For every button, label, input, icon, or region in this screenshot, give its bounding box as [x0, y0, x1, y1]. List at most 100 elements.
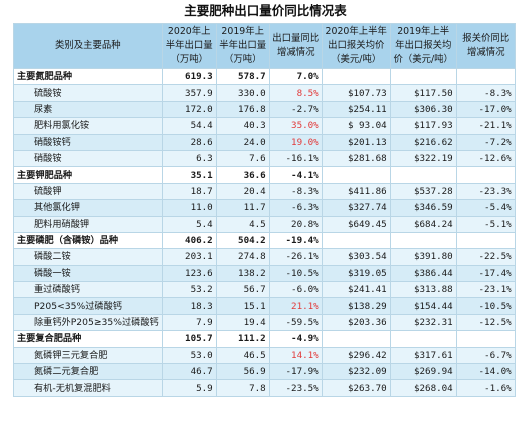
cell-price-2020: $327.74 — [321, 199, 391, 217]
cell-qty-change: -26.1% — [268, 248, 323, 266]
cell-qty-2019: 46.5 — [215, 346, 270, 365]
cell-name: 其他氯化钾 — [13, 199, 163, 217]
cell-qty-change: 14.1% — [268, 346, 323, 365]
cell-price-2020: $241.41 — [321, 281, 391, 299]
cell-name: 磷酸一铵 — [13, 264, 163, 283]
cell-name: 有机-无机复混肥料 — [13, 379, 163, 397]
cell-qty-change: -23.5% — [268, 379, 323, 397]
category-row: 主要钾肥品种 35.1 36.6 -4.1% — [13, 166, 516, 184]
cell-qty-2020: 28.6 — [161, 133, 217, 151]
cell-price-change: -12.5% — [455, 313, 516, 332]
table-row: P205<35%过磷酸钙 18.3 15.1 21.1% $138.29 $154.44-… — [13, 297, 516, 315]
category-row: 主要复合肥品种 105.7 111.2 -4.9% — [13, 330, 516, 348]
cell-qty-2019: 274.8 — [215, 248, 270, 266]
cell-name: 磷酸二铵 — [13, 248, 163, 266]
cell-qty-2019: 111.2 — [215, 330, 270, 348]
cell-name: 主要磷肥（含磷铵）品种 — [13, 231, 163, 250]
cell-price-2020: $281.68 — [321, 149, 391, 168]
cell-price-2019 — [389, 231, 457, 250]
cell-qty-2020: 172.0 — [161, 100, 217, 119]
table-row: 肥料用氯化铵 54.4 40.3 35.0% $ 93.04 $117.93 -21.1% — [13, 117, 516, 135]
table-row: 磷酸二铵 203.1 274.8 -26.1% $303.54 $391.80 -22.5% — [13, 248, 516, 266]
cell-name: 硫酸钾 — [13, 182, 163, 201]
table-row: 肥料用硝酸钾 5.4 4.5 20.8% $649.45 $684.24 -5.1% — [13, 215, 516, 233]
header-price-2020: 2020年上半年出口报关均价（美元/吨） — [321, 23, 391, 69]
cell-qty-2019: 19.4 — [215, 313, 270, 332]
cell-price-change: -22.5% — [455, 248, 516, 266]
table-row: 硝酸铵 6.3 7.6 -16.1% $281.68 $322.19 -12.6% — [13, 149, 516, 168]
cell-qty-2020: 123.6 — [161, 264, 217, 283]
cell-price-2020: $203.36 — [321, 313, 391, 332]
cell-qty-change: 35.0% — [268, 117, 323, 135]
cell-qty-2019: 40.3 — [215, 117, 270, 135]
table-row: 重过磷酸钙 53.2 56.7 -6.0% $241.41 $313.88 -23.1% — [13, 281, 516, 299]
cell-price-2020: $411.86 — [321, 182, 391, 201]
table-row: 磷酸一铵 123.6 138.2 -10.5% $319.05 $386.44 -17.4% — [13, 264, 516, 283]
cell-qty-change: -17.9% — [268, 363, 323, 381]
cell-qty-2019: 4.5 — [215, 215, 270, 233]
cell-price-change: -17.0% — [455, 100, 516, 119]
cell-price-2020: $303.54 — [321, 248, 391, 266]
cell-price-change: -8.3% — [455, 84, 516, 102]
cell-qty-change: -4.1% — [268, 166, 323, 184]
cell-price-change: -12.6% — [455, 149, 516, 168]
cell-price-2020: $232.09 — [321, 363, 391, 381]
cell-name: 氮磷钾三元复合肥 — [13, 346, 163, 365]
category-row: 主要氮肥品种 619.3 578.7 7.0% — [13, 67, 516, 86]
cell-price-change: -10.5% — [455, 297, 516, 315]
cell-price-2020: $649.45 — [321, 215, 391, 233]
cell-qty-change: -6.0% — [268, 281, 323, 299]
cell-qty-2020: 18.7 — [161, 182, 217, 201]
cell-price-2020: $263.70 — [321, 379, 391, 397]
cell-qty-2020: 35.1 — [161, 166, 217, 184]
cell-price-2019 — [389, 166, 457, 184]
cell-price-change: -14.0% — [455, 363, 516, 381]
cell-price-change: -23.3% — [455, 182, 516, 201]
cell-name: 重过磷酸钙 — [13, 281, 163, 299]
cell-qty-2020: 46.7 — [161, 363, 217, 381]
cell-price-2019: $346.59 — [389, 199, 457, 217]
cell-price-2019: $386.44 — [389, 264, 457, 283]
cell-qty-change: -6.3% — [268, 199, 323, 217]
cell-price-2019: $317.61 — [389, 346, 457, 365]
cell-qty-2020: 18.3 — [161, 297, 217, 315]
cell-qty-change: -8.3% — [268, 182, 323, 201]
cell-price-2019: $306.30 — [389, 100, 457, 119]
header-qty-change: 出口量同比增减情况 — [268, 23, 323, 69]
cell-price-2020: $319.05 — [321, 264, 391, 283]
cell-name: 硫酸铵 — [13, 84, 163, 102]
cell-price-2020 — [321, 231, 391, 250]
table-row: 硝酸铵钙 28.6 24.0 19.0% $201.13 $216.62 -7.2% — [13, 133, 516, 151]
cell-price-2019: $537.28 — [389, 182, 457, 201]
cell-qty-2020: 6.3 — [161, 149, 217, 168]
fertilizer-export-table: 类别及主要品种 2020年上半年出口量（万吨） 2019年上半年出口量（万吨） … — [13, 23, 516, 397]
category-row: 主要磷肥（含磷铵）品种 406.2 504.2 -19.4% — [13, 231, 516, 250]
cell-qty-change: -19.4% — [268, 231, 323, 250]
cell-qty-2019: 504.2 — [215, 231, 270, 250]
cell-price-change: -1.6% — [455, 379, 516, 397]
cell-price-2019: $154.44 — [389, 297, 457, 315]
cell-name: 主要钾肥品种 — [13, 166, 163, 184]
cell-qty-2019: 11.7 — [215, 199, 270, 217]
cell-price-2019: $117.93 — [389, 117, 457, 135]
cell-price-2020 — [321, 67, 391, 86]
table-row: 除重钙外P205≥35%过磷酸钙 7.9 19.4 -59.5% $203.36 $232… — [13, 313, 516, 332]
cell-name: 肥料用硝酸钾 — [13, 215, 163, 233]
cell-price-change: -17.4% — [455, 264, 516, 283]
cell-qty-change: 7.0% — [268, 67, 323, 86]
cell-price-2019: $269.94 — [389, 363, 457, 381]
table-row: 硫酸铵 357.9 330.0 8.5% $107.73 $117.50 -8.3% — [13, 84, 516, 102]
cell-qty-change: -4.9% — [268, 330, 323, 348]
cell-qty-2019: 36.6 — [215, 166, 270, 184]
cell-price-2019: $232.31 — [389, 313, 457, 332]
cell-price-2019: $313.88 — [389, 281, 457, 299]
cell-qty-2020: 105.7 — [161, 330, 217, 348]
cell-price-2019: $322.19 — [389, 149, 457, 168]
cell-price-2020: $138.29 — [321, 297, 391, 315]
cell-qty-2019: 578.7 — [215, 67, 270, 86]
cell-qty-2020: 619.3 — [161, 67, 217, 86]
cell-qty-change: 20.8% — [268, 215, 323, 233]
cell-qty-change: -59.5% — [268, 313, 323, 332]
cell-price-2020: $296.42 — [321, 346, 391, 365]
cell-name: 硝酸铵钙 — [13, 133, 163, 151]
